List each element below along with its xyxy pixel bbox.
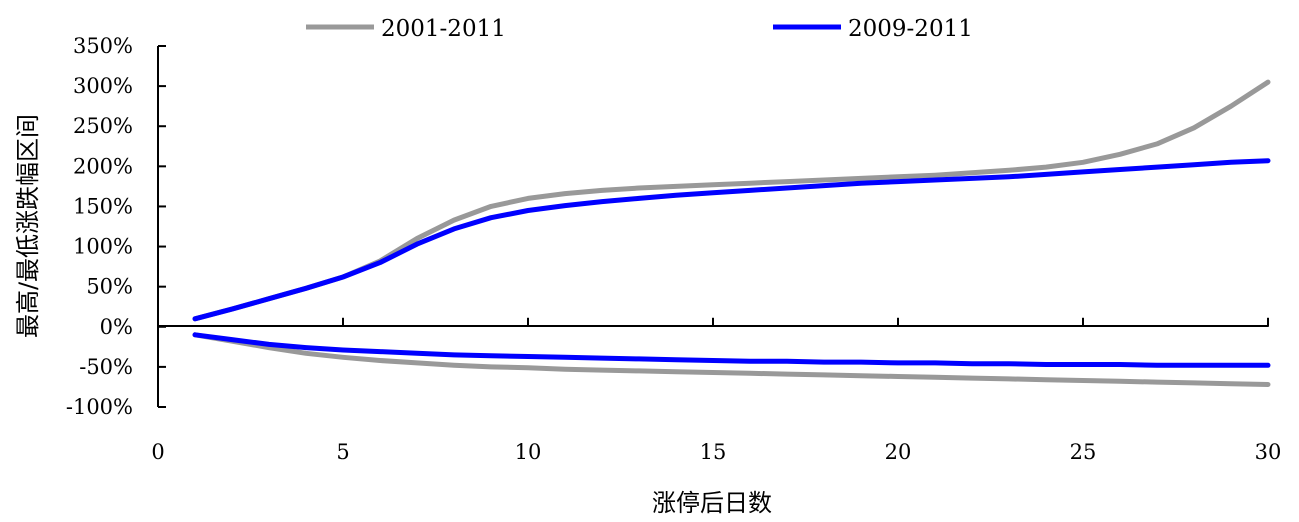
series-line-2009-2011-lower bbox=[192, 332, 1271, 368]
y-tick-label: 100% bbox=[73, 235, 133, 259]
series-layer bbox=[192, 79, 1271, 387]
x-tick-label: 10 bbox=[515, 440, 542, 464]
ticks: 350% 300% 250% 200% 150% 100% 50% 0% -50% -100% 0 5… bbox=[66, 34, 1282, 464]
x-tick-label: 20 bbox=[885, 440, 912, 464]
x-tick-label: 0 bbox=[151, 440, 164, 464]
y-tick-label: -100% bbox=[66, 395, 133, 419]
y-tick-label: 50% bbox=[86, 275, 133, 299]
x-axis-title: 涨停后日数 bbox=[652, 489, 772, 517]
series-line-2001-2011-upper bbox=[192, 79, 1271, 322]
x-tick-label: 25 bbox=[1070, 440, 1097, 464]
legend-label-2001-2011: 2001-2011 bbox=[381, 16, 506, 42]
series-line-2001-2011-lower bbox=[192, 332, 1271, 387]
legend-label-2009-2011: 2009-2011 bbox=[848, 16, 973, 42]
y-tick-label: 200% bbox=[73, 154, 133, 178]
series-line-2009-2011-upper bbox=[192, 158, 1271, 322]
y-tick-label: 150% bbox=[73, 194, 133, 218]
x-tick-label: 15 bbox=[700, 440, 727, 464]
x-tick-label: 30 bbox=[1255, 440, 1282, 464]
legend: 2001-2011 2009-2011 bbox=[306, 16, 973, 42]
y-tick-label: 300% bbox=[73, 74, 133, 98]
y-tick-label: 0% bbox=[100, 315, 133, 339]
y-tick-label: -50% bbox=[79, 355, 133, 379]
x-tick-label: 5 bbox=[336, 440, 349, 464]
y-axis-title: 最高/最低涨跌幅区间 bbox=[14, 114, 42, 338]
y-tick-label: 350% bbox=[73, 34, 133, 58]
y-tick-label: 250% bbox=[73, 114, 133, 138]
